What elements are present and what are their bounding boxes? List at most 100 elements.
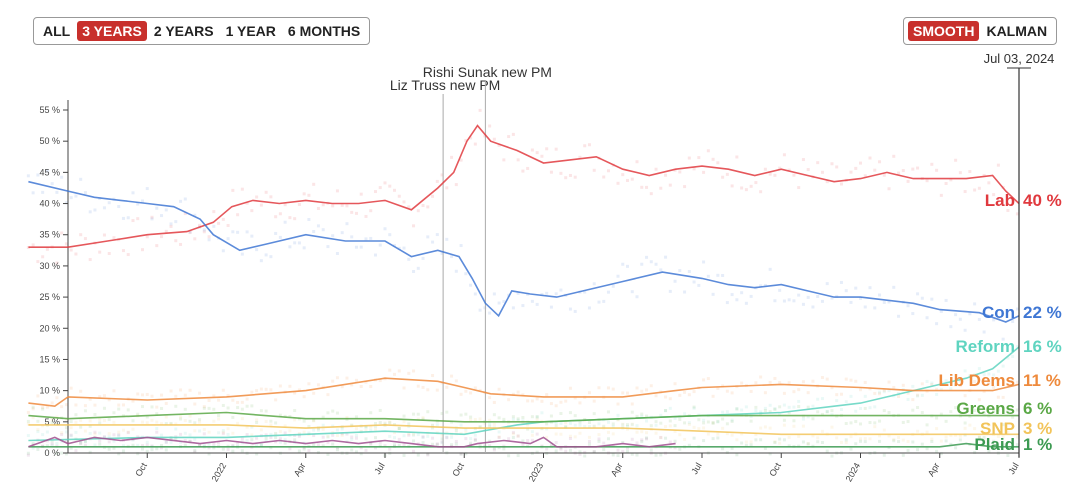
poll-dot (102, 406, 106, 410)
poll-dot (502, 447, 506, 451)
kalman-button[interactable]: KALMAN (986, 23, 1048, 39)
poll-dot (949, 442, 953, 446)
poll-dot (987, 423, 991, 427)
range-2-years-button[interactable]: 2 YEARS (153, 23, 214, 39)
poll-dot (131, 191, 135, 195)
poll-dot (982, 330, 986, 334)
poll-dot (293, 217, 297, 221)
poll-dot (345, 376, 349, 380)
poll-dot (126, 253, 130, 257)
poll-dot (801, 380, 805, 384)
poll-dot (749, 184, 753, 188)
poll-dot (730, 391, 734, 395)
poll-dot (711, 157, 715, 161)
poll-dot (939, 388, 943, 392)
range-6-months-button[interactable]: 6 MONTHS (287, 23, 361, 39)
poll-dot (958, 434, 962, 438)
poll-dot (278, 437, 282, 441)
poll-dot (169, 389, 173, 393)
poll-dot (545, 393, 549, 397)
poll-dot (511, 417, 515, 421)
poll-dot (882, 300, 886, 304)
poll-dot (759, 426, 763, 430)
poll-dot (207, 398, 211, 402)
poll-dot (416, 417, 420, 421)
poll-dot (545, 147, 549, 151)
poll-dot (740, 408, 744, 412)
poll-dot (992, 318, 996, 322)
series-name-label: SNP (980, 419, 1015, 438)
poll-dot (278, 413, 282, 417)
poll-dot (597, 422, 601, 426)
poll-dot (69, 196, 73, 200)
poll-dot (236, 441, 240, 445)
poll-dot (721, 410, 725, 414)
poll-dot (117, 403, 121, 407)
poll-dot (497, 143, 501, 147)
poll-dot (45, 247, 49, 251)
poll-dot (711, 292, 715, 296)
poll-dot (554, 420, 558, 424)
y-tick-label: 30 % (39, 261, 60, 271)
poll-dot (597, 433, 601, 437)
poll-dot (388, 368, 392, 372)
poll-dot (55, 452, 59, 456)
poll-dot (136, 443, 140, 447)
poll-dot (635, 295, 639, 299)
poll-dot (554, 147, 558, 151)
poll-dot (193, 421, 197, 425)
poll-dot (982, 439, 986, 443)
poll-dot (597, 439, 601, 443)
poll-dot (863, 305, 867, 309)
poll-dot (583, 290, 587, 294)
poll-dot (977, 367, 981, 371)
poll-dot (174, 239, 178, 243)
poll-dot (121, 249, 125, 253)
poll-dot (350, 235, 354, 239)
poll-dot (954, 382, 958, 386)
poll-dot (873, 168, 877, 172)
poll-dot (697, 418, 701, 422)
poll-dot (221, 388, 225, 392)
poll-dot (88, 419, 92, 423)
poll-dot (635, 424, 639, 428)
poll-dot (217, 441, 221, 445)
poll-dot (288, 216, 292, 220)
poll-dot (269, 432, 273, 436)
poll-dot (36, 260, 40, 264)
poll-dot (530, 433, 534, 437)
poll-dot (559, 421, 563, 425)
poll-dot (801, 424, 805, 428)
range-1-year-button[interactable]: 1 YEAR (225, 23, 276, 39)
poll-dot (454, 439, 458, 443)
poll-dot (526, 423, 530, 427)
smooth-button[interactable]: SMOOTH (908, 21, 980, 41)
poll-dot (354, 434, 358, 438)
poll-dot (744, 443, 748, 447)
poll-dot (83, 409, 87, 413)
poll-dot (26, 410, 30, 414)
poll-dot (816, 410, 820, 414)
range-all-button[interactable]: ALL (43, 23, 71, 39)
poll-dot (426, 235, 430, 239)
poll-dot (564, 421, 568, 425)
poll-dot (41, 433, 45, 437)
range-3-years-button[interactable]: 3 YEARS (77, 21, 147, 41)
poll-dot (540, 444, 544, 448)
poll-dot (692, 425, 696, 429)
poll-dot (492, 448, 496, 452)
poll-dot (350, 448, 354, 452)
poll-dot (231, 431, 235, 435)
poll-dot (621, 391, 625, 395)
poll-dot (587, 435, 591, 439)
poll-dot (145, 443, 149, 447)
poll-dot (60, 440, 64, 444)
poll-dot (1011, 379, 1015, 383)
poll-dot (426, 205, 430, 209)
poll-dot (497, 435, 501, 439)
poll-dot (340, 231, 344, 235)
poll-dot (778, 441, 782, 445)
poll-dot (193, 402, 197, 406)
poll-dot (473, 433, 477, 437)
annotation-label: Rishi Sunak new PM (423, 64, 552, 80)
